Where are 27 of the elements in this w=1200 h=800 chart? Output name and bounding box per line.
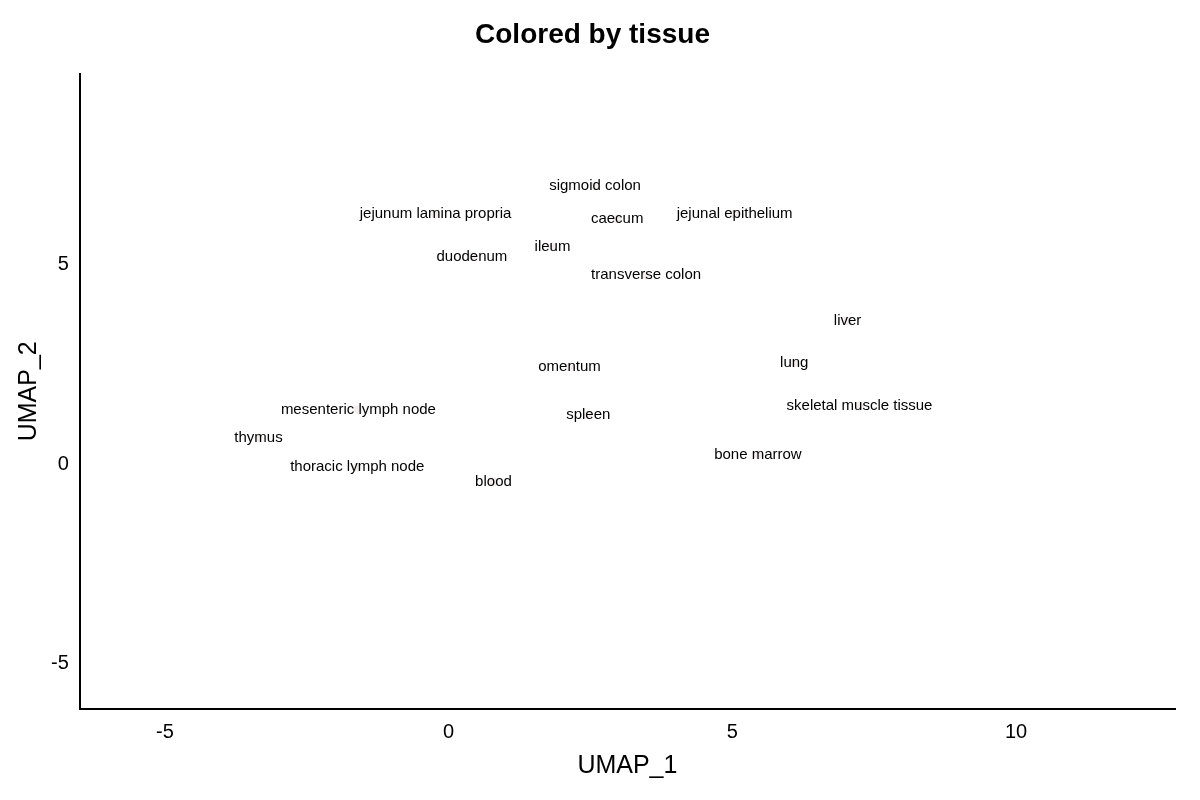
x-axis-title: UMAP_1: [577, 749, 678, 778]
y-tick-label: -5: [50, 650, 69, 673]
text: liver: [833, 310, 862, 328]
x-tick-label: 5: [726, 719, 738, 742]
x-tick-label: 10: [1004, 719, 1028, 742]
text: thymus: [234, 428, 283, 446]
text: mesenteric lymph node: [280, 399, 436, 417]
text: bone marrow: [714, 444, 802, 462]
y-tick-label: 0: [57, 451, 69, 474]
text: caecum: [590, 209, 644, 227]
x-tick-label: -5: [156, 719, 174, 742]
text: thoracic lymph node: [290, 457, 425, 475]
text: spleen: [566, 405, 611, 423]
text: jejunum lamina propria: [359, 204, 512, 222]
y-axis-title: UMAP_2: [12, 341, 41, 442]
text: sigmoid colon: [549, 176, 641, 194]
text: jejunal epithelium: [676, 204, 793, 222]
y-tick-label: 5: [57, 252, 69, 275]
text: skeletal muscle tissue: [786, 395, 933, 413]
text: duodenum: [436, 246, 508, 264]
text: transverse colon: [591, 265, 702, 283]
x-tick-label: 0: [443, 719, 455, 742]
text: blood: [475, 472, 512, 490]
chart-title: Colored by tissue: [475, 17, 710, 49]
text: omentum: [538, 356, 601, 374]
text: ileum: [534, 237, 571, 255]
text: lung: [780, 352, 809, 370]
